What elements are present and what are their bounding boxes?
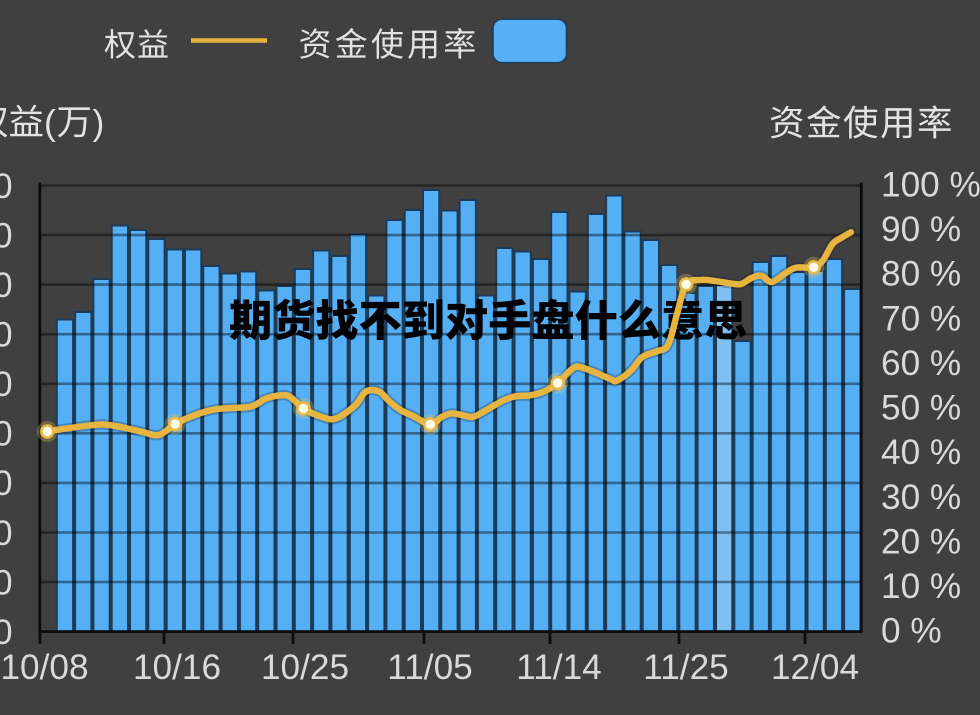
svg-text:20 %: 20 %	[881, 522, 961, 561]
svg-text:0: 0	[0, 415, 13, 454]
svg-text:50 %: 50 %	[881, 389, 961, 428]
svg-text:0: 0	[0, 316, 13, 355]
svg-text:0: 0	[0, 365, 13, 404]
svg-text:0: 0	[0, 563, 13, 602]
svg-text:30 %: 30 %	[881, 478, 961, 517]
svg-text:0: 0	[0, 514, 13, 553]
svg-text:11/25: 11/25	[643, 648, 728, 687]
svg-text:10/08: 10/08	[0, 648, 88, 687]
svg-text:100 %: 100 %	[881, 166, 980, 205]
svg-text:70 %: 70 %	[881, 299, 961, 338]
svg-text:12/04: 12/04	[771, 648, 859, 687]
svg-text:40 %: 40 %	[881, 433, 961, 472]
svg-text:0: 0	[0, 167, 13, 206]
svg-text:10/25: 10/25	[261, 648, 349, 687]
svg-text:0: 0	[0, 266, 13, 305]
svg-text:11/05: 11/05	[387, 648, 472, 687]
svg-text:80 %: 80 %	[881, 255, 961, 294]
svg-text:0 %: 0 %	[881, 612, 942, 651]
svg-text:0: 0	[0, 464, 13, 503]
svg-text:10 %: 10 %	[881, 567, 961, 606]
svg-text:10/16: 10/16	[133, 648, 221, 687]
svg-text:0: 0	[0, 216, 13, 255]
svg-text:): )	[93, 103, 105, 143]
svg-text:(: (	[44, 103, 56, 143]
svg-text:60 %: 60 %	[881, 344, 961, 383]
svg-text:0: 0	[0, 613, 13, 652]
svg-text:90 %: 90 %	[881, 210, 961, 249]
svg-text:11/14: 11/14	[516, 648, 601, 687]
